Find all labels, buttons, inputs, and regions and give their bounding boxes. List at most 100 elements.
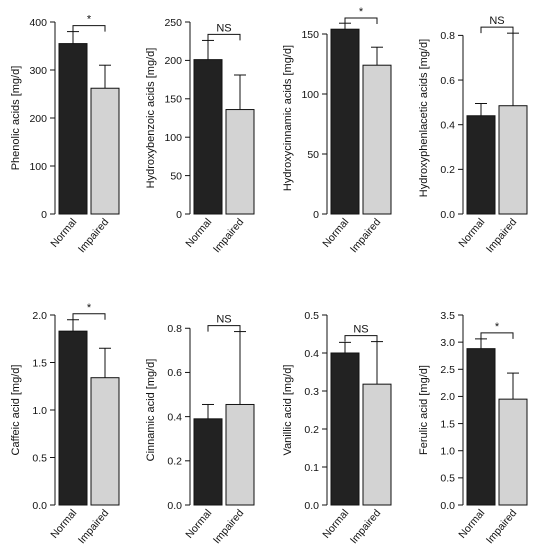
bar-normal [58,330,88,506]
y-axis-label: Hydroxybenzoic acids [mg/d] [145,48,157,189]
category-label: Normal [183,507,214,541]
y-tick-label: 400 [29,17,47,29]
category-label: Normal [320,507,351,541]
bar-impaired [498,398,528,506]
y-tick-label: 0.6 [167,367,182,379]
y-tick-label: 0.8 [167,323,182,335]
y-tick-label: 1.0 [32,405,47,417]
y-tick-label: 0 [176,209,182,221]
y-axis-label: Cinnamic acid [mg/d] [145,359,157,462]
y-tick-label: 0.0 [440,500,455,512]
y-tick-label: 150 [301,29,319,41]
y-tick-label: 0.4 [167,411,182,423]
category-label: Normal [456,216,487,250]
y-tick-label: 0.5 [32,452,47,464]
panel-5: 0.0 0.5 1.0 1.5 2.0 Caffeic acid [mg/d] Normal… [10,302,120,546]
significance-bracket [480,26,514,34]
panel-1: 0 100 200 300 400 Phenolic acids [mg/d] Normal… [10,14,120,255]
y-tick-label: 2.5 [440,364,455,376]
significance-bracket [207,325,241,332]
category-label: Impaired [211,216,247,255]
significance-label: NS [216,314,231,326]
y-tick-label: 150 [164,94,182,106]
y-tick-label: 50 [170,170,182,182]
bar-normal [330,352,360,506]
bar-normal [330,28,360,215]
significance-label: * [495,321,500,333]
category-label: Normal [48,507,79,541]
y-tick-label: 0.5 [304,310,319,322]
bar-impaired [225,403,255,506]
y-axis-label: Hydroxyphenlacetic acids [mg/d] [418,39,430,197]
y-tick-label: 0.2 [440,164,455,176]
y-tick-label: 0.6 [440,75,455,87]
y-tick-label: 0 [313,209,319,221]
significance-bracket [72,313,106,320]
y-tick-label: 1.5 [32,357,47,369]
y-tick-label: 1.0 [440,446,455,458]
category-label: Normal [183,216,214,250]
bar-impaired [225,109,255,215]
significance-bracket [480,332,514,339]
significance-bracket [72,25,106,32]
significance-label: NS [489,15,504,27]
y-axis-label: Ferulic acid [mg/d] [418,365,430,455]
y-tick-label: 0.4 [440,119,455,131]
y-tick-label: 3.5 [440,310,455,322]
bar-normal [466,348,496,506]
y-tick-label: 0.8 [440,30,455,42]
category-label: Impaired [76,216,112,255]
y-tick-label: 0.0 [167,500,182,512]
y-tick-label: 2.0 [440,391,455,403]
category-label: Normal [320,216,351,250]
y-tick-label: 100 [301,89,319,101]
bar-normal [58,43,88,215]
y-tick-label: 0.2 [304,424,319,436]
bar-impaired [362,64,392,215]
bar-impaired [90,377,120,506]
significance-bracket [344,335,378,342]
category-label: Impaired [348,507,384,546]
panel-8: 0.0 0.5 1.0 1.5 2.0 2.5 3.0 3.5 Ferulic acid [mg… [418,310,528,546]
bar-normal [193,418,223,506]
significance-label: * [87,302,92,314]
category-label: Impaired [211,507,247,546]
y-tick-label: 0.0 [304,500,319,512]
y-tick-label: 300 [29,65,47,77]
y-tick-label: 2.0 [32,310,47,322]
y-tick-label: 0.1 [304,462,319,474]
bar-impaired [362,383,392,506]
y-axis-label: Caffeic acid [mg/d] [10,365,22,456]
panel-4: 0.0 0.2 0.4 0.6 0.8 Hydroxyphenlacetic acids … [418,15,528,255]
y-tick-label: 50 [307,149,319,161]
y-tick-label: 0.0 [440,209,455,221]
significance-label: NS [353,324,368,336]
significance-bracket [207,33,241,41]
category-label: Impaired [348,216,384,255]
panel-6: 0.0 0.2 0.4 0.6 0.8 Cinnamic acid [mg/d] Norma… [145,314,255,546]
bar-normal [466,115,496,215]
bar-impaired [90,87,120,215]
y-tick-label: 1.5 [440,418,455,430]
y-tick-label: 0.0 [32,500,47,512]
y-tick-label: 3.0 [440,337,455,349]
significance-bracket [344,17,378,24]
panel-2: 0 50 100 150 200 250 Hydroxybenzoic acids [mg/… [145,17,255,255]
category-label: Impaired [76,507,112,546]
significance-label: * [359,6,364,18]
y-tick-label: 100 [164,132,182,144]
y-axis-label: Vanillic acid [mg/d] [282,365,294,456]
y-tick-label: 0.5 [440,473,455,485]
y-tick-label: 0.2 [167,456,182,468]
y-axis-label: Phenolic acids [mg/d] [10,66,22,171]
significance-label: NS [216,22,231,34]
y-tick-label: 250 [164,17,182,29]
bar-impaired [498,105,528,215]
y-tick-label: 100 [29,161,47,173]
category-label: Impaired [484,216,520,255]
category-label: Normal [48,216,79,250]
y-axis-label: Hydroxycinnamic acids [mg/d] [282,45,294,191]
y-tick-label: 200 [164,55,182,67]
